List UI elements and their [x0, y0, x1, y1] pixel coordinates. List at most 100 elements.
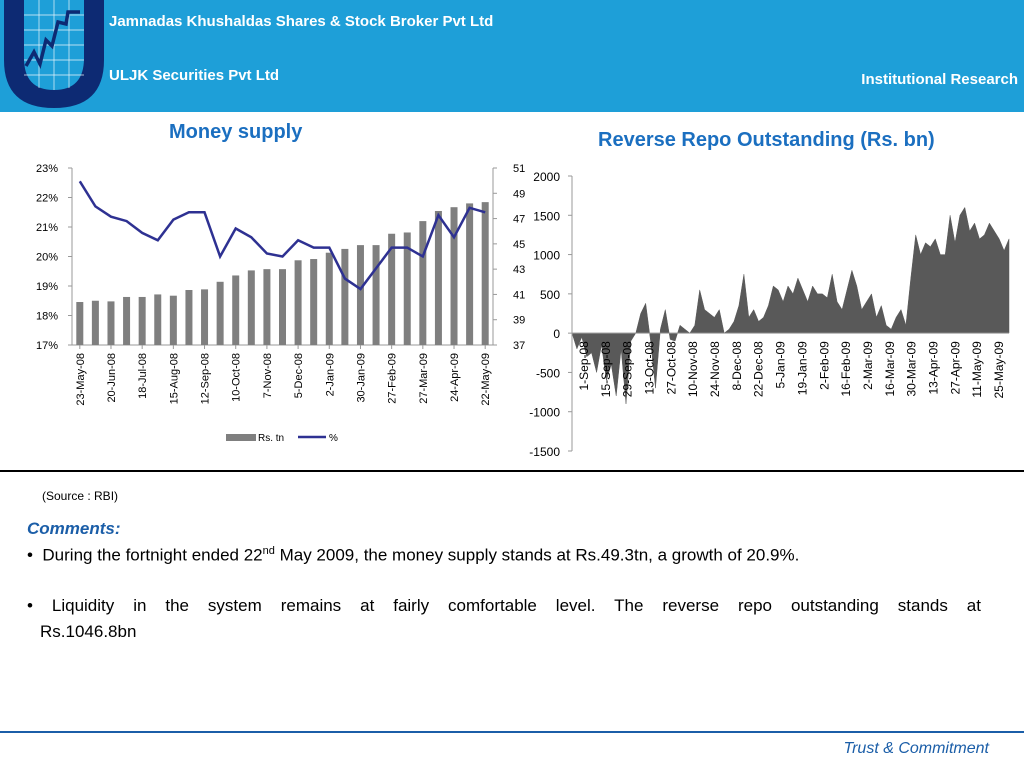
- money-supply-bar: [76, 302, 84, 345]
- y-axis-tick-label: 2000: [533, 170, 560, 184]
- y-axis-tick-label: 0: [553, 327, 560, 341]
- section-divider: [0, 470, 1024, 472]
- x-axis-tick-label: 23-May-08: [75, 353, 87, 406]
- x-axis-tick-label: 22-Dec-08: [752, 341, 766, 397]
- reverse-repo-title: Reverse Repo Outstanding (Rs. bn): [598, 129, 935, 151]
- x-axis-tick-label: 29-Sep-08: [621, 341, 635, 397]
- x-axis-tick-label: 25-May-09: [992, 341, 1006, 399]
- y-axis-tick-label: -500: [536, 366, 560, 380]
- money-supply-bar: [138, 296, 146, 345]
- x-axis-tick-label: 30-Jan-09: [355, 353, 367, 403]
- company-logo-icon: [0, 0, 108, 112]
- x-axis-tick-label: 30-Mar-09: [905, 341, 919, 397]
- x-axis-tick-label: 8-Dec-08: [730, 341, 744, 391]
- x-axis-tick-label: 10-Nov-08: [686, 341, 700, 397]
- x-axis-tick-label: 27-Oct-08: [664, 341, 678, 395]
- legend-label-bars: Rs. tn: [258, 433, 284, 444]
- legend-swatch-bars: [226, 434, 256, 441]
- right-axis-tick-label: 49: [513, 188, 525, 200]
- money-supply-bar: [419, 221, 427, 345]
- y-axis-tick-label: 1500: [533, 209, 560, 223]
- comment-2-line-2: Rs.1046.8bn: [40, 622, 137, 641]
- company-name-secondary: ULJK Securities Pvt Ltd: [109, 67, 280, 84]
- y-axis-tick-label: 1000: [533, 249, 560, 263]
- comment-1-superscript: nd: [262, 545, 275, 557]
- x-axis-tick-label: 7-Nov-08: [262, 353, 274, 398]
- money-supply-bar: [154, 294, 162, 345]
- comment-2-line-1: Liquidity in the system remains at fairl…: [51, 596, 981, 615]
- company-name-primary: Jamnadas Khushaldas Shares & Stock Broke…: [109, 13, 494, 30]
- x-axis-tick-label: 2-Feb-09: [817, 341, 831, 390]
- x-axis-tick-label: 13-Oct-08: [642, 341, 656, 395]
- left-axis-tick-label: 21%: [36, 222, 58, 234]
- y-axis-tick-label: -1500: [529, 445, 560, 459]
- x-axis-tick-label: 5-Dec-08: [293, 353, 305, 398]
- x-axis-tick-label: 27-Feb-09: [387, 353, 399, 404]
- x-axis-tick-label: 11-May-09: [970, 341, 984, 398]
- money-supply-bar: [185, 290, 193, 345]
- money-supply-bar: [403, 232, 411, 345]
- money-supply-bar: [341, 248, 349, 345]
- footer-divider: [0, 731, 1024, 733]
- comment-1-text-a: During the fortnight ended 22: [42, 545, 263, 565]
- source-note: (Source : RBI): [42, 489, 119, 503]
- x-axis-tick-label: 13-Apr-09: [927, 341, 941, 395]
- left-axis-tick-label: 18%: [36, 311, 58, 323]
- left-axis-tick-label: 20%: [36, 252, 58, 264]
- right-axis-tick-label: 39: [513, 315, 525, 327]
- x-axis-tick-label: 15-Sep-08: [599, 341, 613, 397]
- right-axis-tick-label: 45: [513, 239, 525, 251]
- right-axis-tick-label: 41: [513, 289, 525, 301]
- right-axis-tick-label: 47: [513, 214, 525, 226]
- money-supply-bar: [310, 259, 318, 345]
- money-supply-bar: [263, 269, 271, 345]
- money-supply-bar: [91, 300, 99, 345]
- x-axis-tick-label: 27-Apr-09: [948, 341, 962, 395]
- comment-bullet-1: • During the fortnight ended 22nd May 20…: [27, 545, 800, 565]
- y-axis-tick-label: -1000: [529, 406, 560, 420]
- money-supply-bar: [450, 207, 458, 345]
- x-axis-tick-label: 16-Mar-09: [883, 341, 897, 397]
- money-supply-bar: [279, 269, 286, 345]
- x-axis-tick-label: 22-May-09: [480, 353, 492, 406]
- money-supply-bar: [232, 275, 240, 345]
- money-supply-bar: [356, 245, 364, 345]
- right-axis-tick-label: 51: [513, 163, 525, 175]
- money-supply-bar: [481, 202, 489, 345]
- x-axis-tick-label: 2-Mar-09: [861, 341, 875, 390]
- legend-label-line: %: [329, 433, 338, 444]
- right-axis-tick-label: 43: [513, 264, 525, 276]
- x-axis-tick-label: 27-Mar-09: [418, 353, 430, 404]
- x-axis-tick-label: 18-Jul-08: [137, 353, 149, 399]
- x-axis-tick-label: 1-Sep-08: [577, 341, 591, 391]
- money-supply-bar: [247, 270, 255, 345]
- x-axis-tick-label: 16-Feb-09: [839, 341, 853, 397]
- x-axis-tick-label: 15-Aug-08: [168, 353, 180, 404]
- comment-1-text-b: May 2009, the money supply stands at Rs.…: [274, 545, 800, 565]
- comments-heading: Comments:: [27, 519, 121, 538]
- money-supply-bar: [169, 295, 177, 345]
- money-supply-bar: [216, 281, 224, 345]
- money-supply-title: Money supply: [169, 121, 303, 143]
- left-axis-tick-label: 19%: [36, 281, 58, 293]
- left-axis-tick-label: 23%: [36, 163, 58, 175]
- institutional-research-label: Institutional Research: [861, 71, 1018, 88]
- x-axis-tick-label: 24-Nov-08: [708, 341, 722, 397]
- money-supply-bar: [466, 203, 474, 345]
- money-supply-bar: [123, 296, 131, 345]
- money-supply-bar: [388, 233, 396, 345]
- left-axis-tick-label: 22%: [36, 193, 58, 205]
- y-axis-tick-label: 500: [540, 288, 560, 302]
- x-axis-tick-label: 5-Jan-09: [774, 341, 788, 389]
- x-axis-tick-label: 20-Jun-08: [106, 353, 118, 403]
- x-axis-tick-label: 2-Jan-09: [324, 353, 336, 396]
- comment-bullet-2: • Liquidity in the system remains at fai…: [27, 596, 981, 615]
- money-supply-bar: [107, 301, 115, 345]
- money-supply-chart: 17% 18% 19% 20% 21% 22% 23% 37 39 41 43 45 47 49 51 23-…: [36, 163, 525, 444]
- x-axis-tick-label: 19-Jan-09: [795, 341, 809, 395]
- x-axis-tick-label: 24-Apr-09: [449, 353, 461, 402]
- right-axis-tick-label: 37: [513, 340, 525, 352]
- money-supply-bar: [325, 252, 333, 345]
- money-supply-bar: [434, 210, 442, 345]
- reverse-repo-area: [571, 206, 1010, 404]
